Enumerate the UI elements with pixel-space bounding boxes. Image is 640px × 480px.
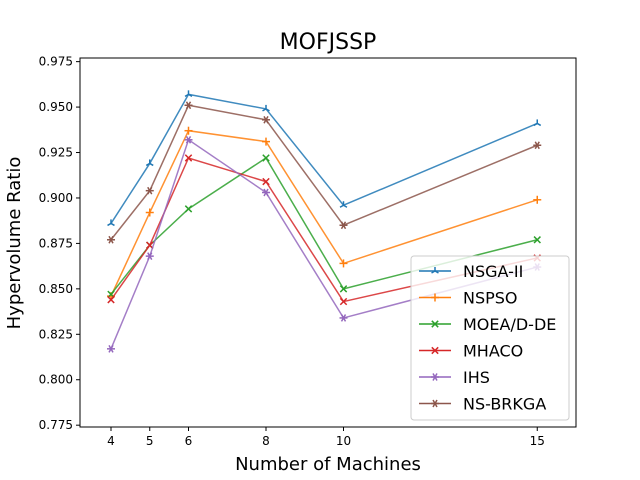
data-point xyxy=(339,297,348,306)
legend-marker xyxy=(431,267,439,274)
series-line xyxy=(110,104,538,241)
data-point xyxy=(339,314,348,322)
data-point xyxy=(145,208,154,217)
legend-item: MHACO xyxy=(419,342,523,361)
data-point xyxy=(145,252,154,260)
data-point xyxy=(184,135,193,144)
data-point xyxy=(107,219,115,227)
data-point xyxy=(339,259,348,268)
legend-item: NS-BRKGA xyxy=(419,395,546,414)
series-line xyxy=(110,129,538,297)
data-point xyxy=(339,201,348,208)
x-tick-label: 5 xyxy=(146,434,154,448)
legend-label: MHACO xyxy=(463,342,523,361)
data-point xyxy=(184,101,193,110)
y-tick-label: 0.925 xyxy=(39,146,73,160)
data-point xyxy=(533,236,541,244)
data-point xyxy=(262,188,270,197)
data-point xyxy=(262,154,270,162)
x-tick-label: 4 xyxy=(107,434,115,448)
legend-label: MOEA/D-DE xyxy=(463,315,556,334)
y-tick-label: 0.825 xyxy=(39,327,73,341)
y-tick-label: 0.775 xyxy=(39,418,73,432)
series-line xyxy=(110,157,538,303)
legend-marker xyxy=(431,346,439,355)
plot-frame xyxy=(79,57,577,428)
data-point xyxy=(533,119,542,127)
axes: 4 5 6 8 10 15 0.775 0.800 0.825 0.850 0.875 0.900 0.… xyxy=(39,55,577,448)
y-tick-label: 0.975 xyxy=(39,55,73,69)
data-point xyxy=(339,221,348,230)
data-point xyxy=(107,235,115,244)
data-point xyxy=(533,141,542,150)
legend-item: IHS xyxy=(419,368,490,387)
data-point xyxy=(262,137,270,146)
y-tick-label: 0.950 xyxy=(39,100,73,114)
data-point xyxy=(262,115,270,124)
data-point xyxy=(107,296,115,304)
legend-marker xyxy=(431,320,439,328)
data-point xyxy=(184,205,193,213)
series-line xyxy=(110,93,538,224)
x-tick-label: 6 xyxy=(185,434,193,448)
x-axis-label: Number of Machines xyxy=(235,454,421,475)
legend-item: MOEA/D-DE xyxy=(419,315,556,334)
y-tick-label: 0.850 xyxy=(39,282,73,296)
data-point xyxy=(339,285,348,293)
data-point xyxy=(184,126,193,135)
data-point xyxy=(262,104,270,112)
y-tick-label: 0.900 xyxy=(39,191,73,205)
series-line xyxy=(110,138,538,350)
y-tick-label: 0.875 xyxy=(39,236,73,250)
data-point xyxy=(184,90,193,98)
y-tick-label: 0.800 xyxy=(39,373,73,387)
series-nsga-ii xyxy=(107,90,542,227)
x-tick-label: 15 xyxy=(530,434,545,448)
legend-marker xyxy=(431,373,439,381)
series-group xyxy=(107,90,542,353)
x-tick-label: 10 xyxy=(336,434,351,448)
legend-label: NSGA-II xyxy=(463,262,523,281)
data-point xyxy=(107,344,115,353)
legend-marker xyxy=(431,399,439,408)
legend-label: IHS xyxy=(463,368,490,387)
data-point xyxy=(145,159,154,167)
legend-item: NSPSO xyxy=(419,289,518,308)
legend-label: NSPSO xyxy=(463,289,518,308)
legend-marker xyxy=(431,293,439,302)
data-point xyxy=(533,195,542,204)
y-axis-label: Hypervolume Ratio xyxy=(4,157,25,330)
data-point xyxy=(145,186,154,195)
legend: NSGA-II NSPSO MOEA/D-DE MHACO IHS NS-BRKGA xyxy=(410,255,570,421)
data-point xyxy=(184,154,193,162)
x-tick-label: 8 xyxy=(262,434,270,448)
legend-item: NSGA-II xyxy=(419,262,523,281)
series-ns-brkga xyxy=(107,101,542,244)
legend-label: NS-BRKGA xyxy=(463,395,546,414)
chart-title: MOFJSSP xyxy=(280,30,377,55)
data-point xyxy=(262,177,270,186)
